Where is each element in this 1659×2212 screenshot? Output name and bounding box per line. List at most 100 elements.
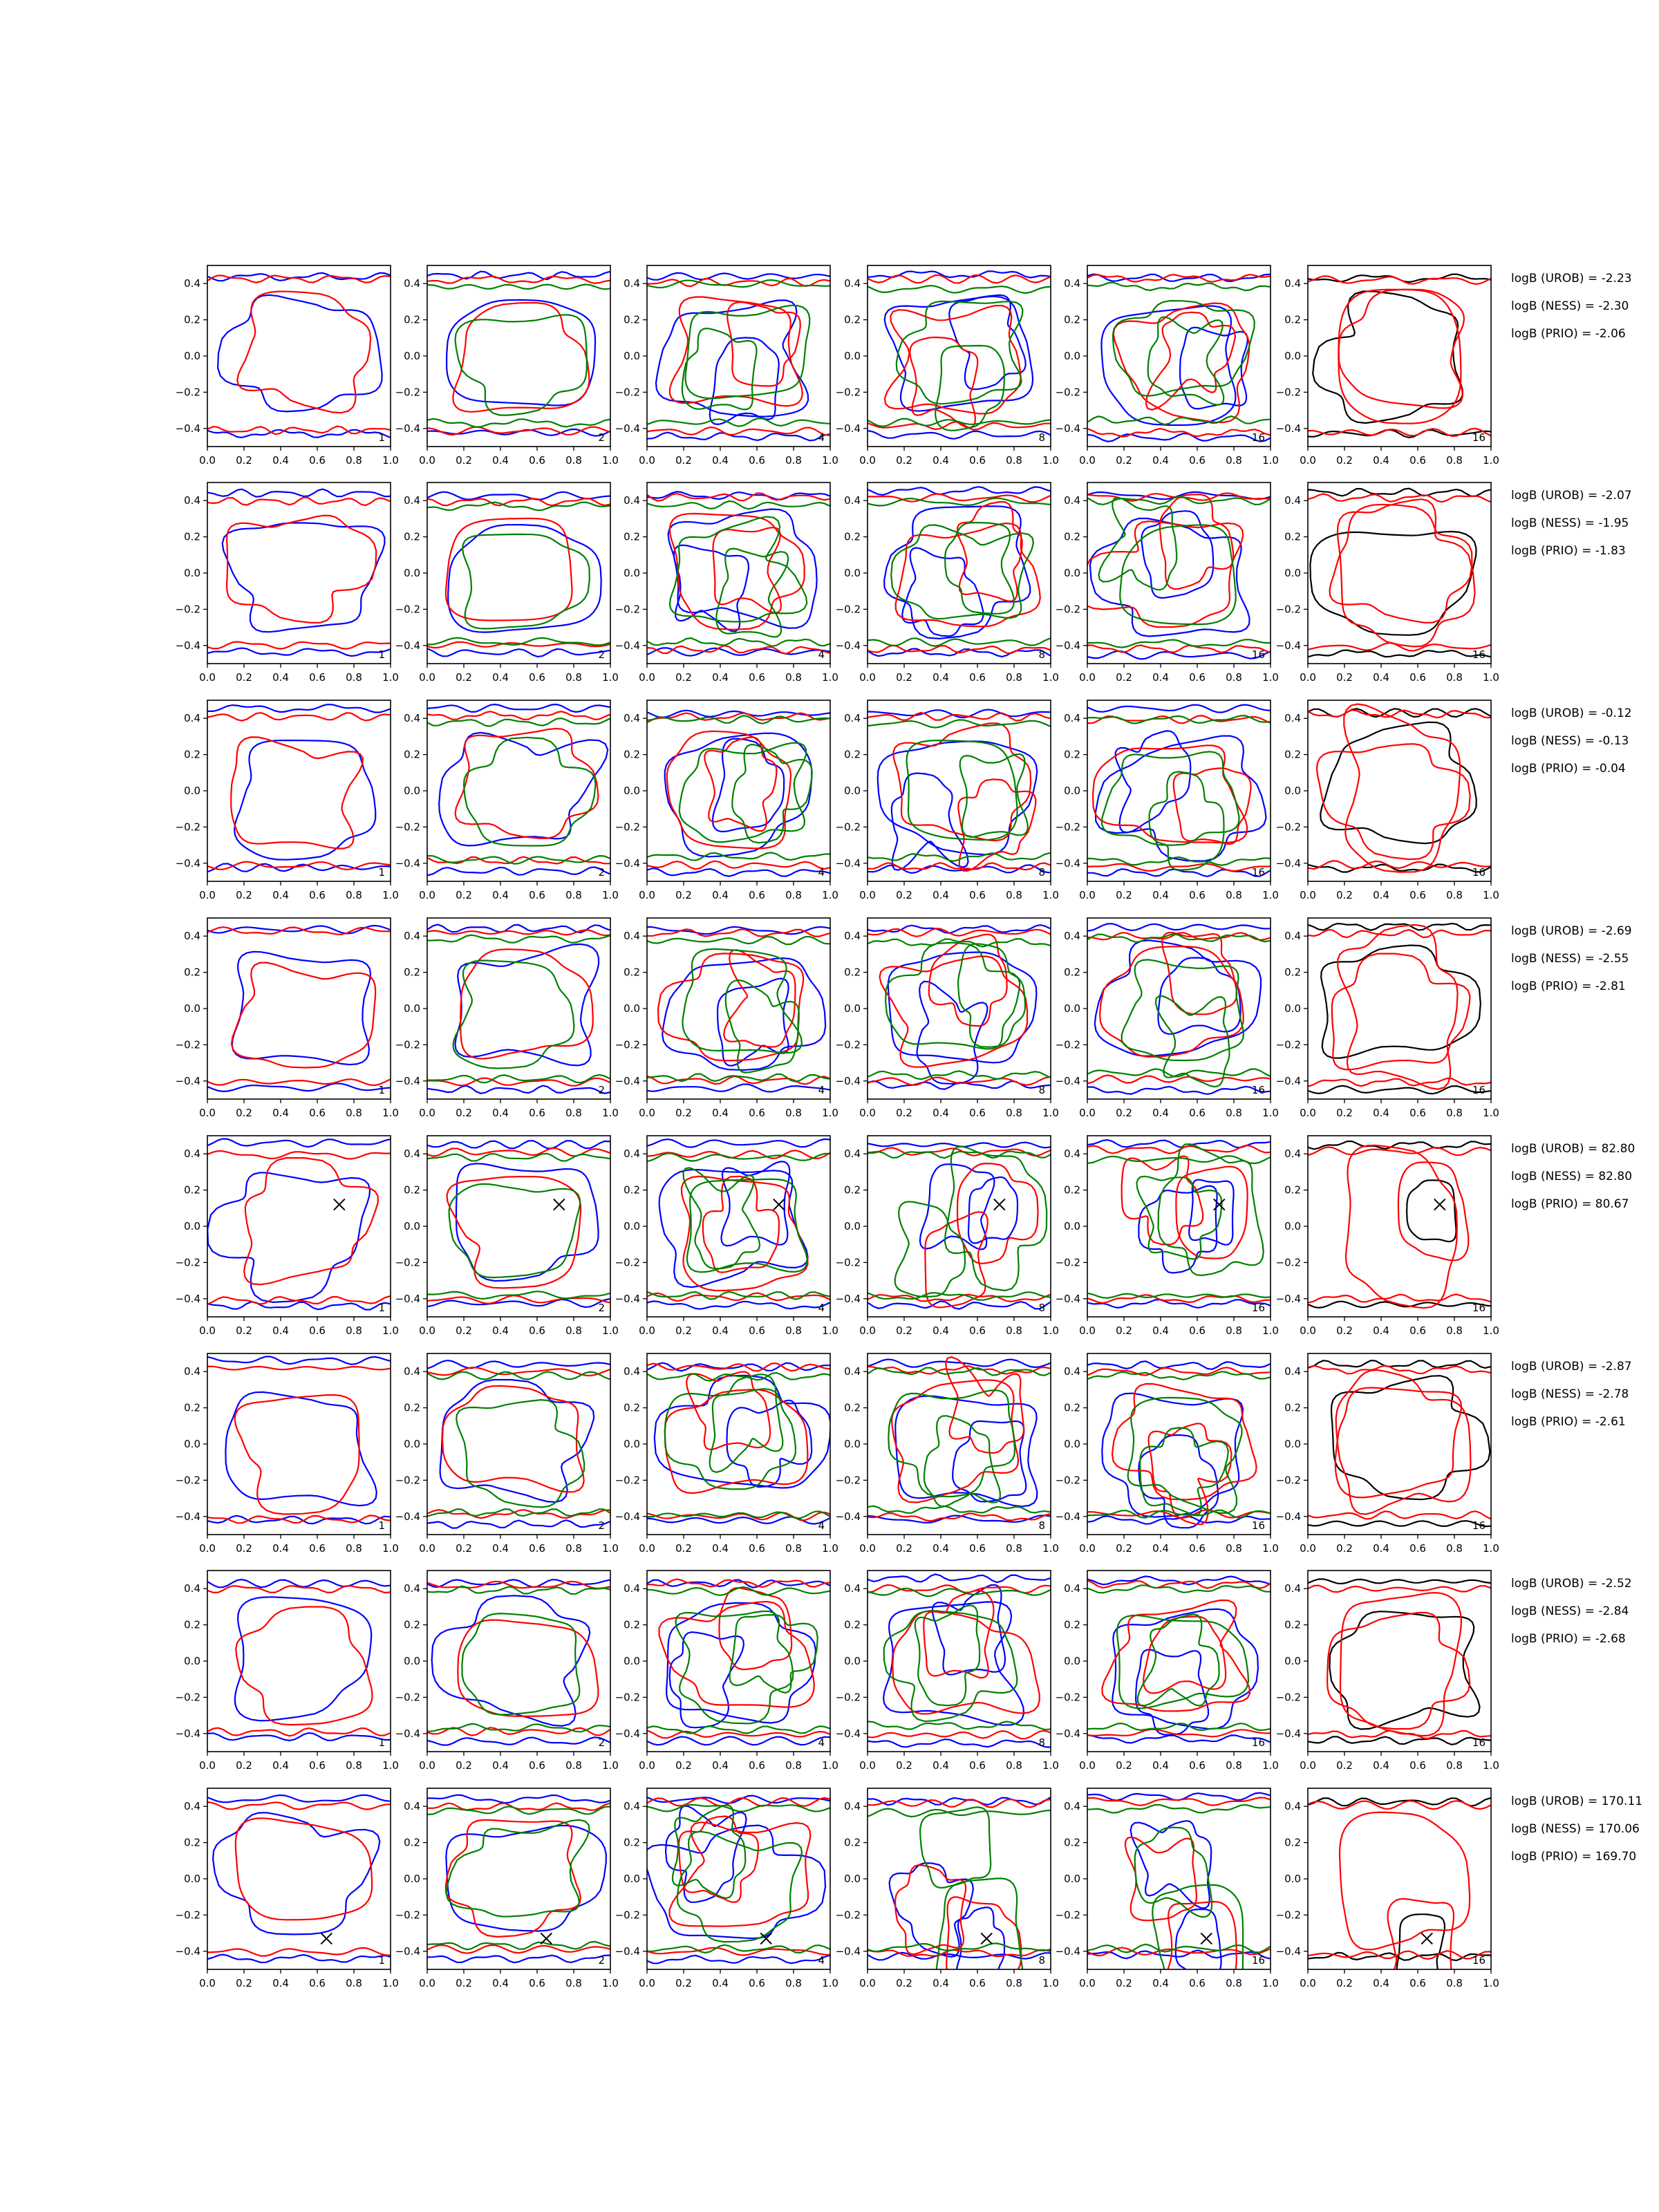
panel-number-label: 4: [818, 648, 825, 661]
contour-loop: [883, 505, 1031, 640]
contour-loop-inner: [1339, 1592, 1463, 1737]
x-tick-label: 0.8: [1446, 1759, 1463, 1772]
contour-band-top: [427, 1147, 610, 1157]
contour-band-top: [1087, 1144, 1271, 1154]
y-tick-label: −0.2: [176, 1474, 200, 1486]
x-tick-label: 0.2: [1116, 1977, 1132, 1989]
y-tick-label: 0.2: [1284, 531, 1301, 543]
contour-band-top: [1087, 932, 1271, 944]
contour-band-top: [1087, 1803, 1271, 1814]
contour-band-bottom: [1087, 1299, 1271, 1309]
contour-loop: [446, 1176, 582, 1289]
panel-r7-c2: 0.0 0.2 0.4 0.6 0.8 1.0 0.4 0.2 0.0 −0.2 −0.4 2: [395, 1570, 619, 1772]
panel-r7-c1: 0.0 0.2 0.4 0.6 0.8 1.0 0.4 0.2 0.0 −0.2 −0.4 1: [176, 1570, 399, 1772]
panel-number-label: 8: [1038, 1519, 1045, 1532]
y-tick-label: 0.2: [404, 1837, 420, 1849]
contour-loop: [1111, 1382, 1257, 1501]
contour-band-bottom: [1087, 1509, 1271, 1519]
contour-band-top: [207, 1138, 391, 1148]
y-tick-label: −0.2: [1276, 1691, 1301, 1703]
panel-r8-c3: 0.0 0.2 0.4 0.6 0.8 1.0 0.4 0.2 0.0 −0.2 −0.4 4: [615, 1788, 838, 1989]
x-tick-label: 0.2: [896, 1759, 912, 1772]
contour-band-top: [647, 926, 830, 935]
contour-loop: [1326, 1611, 1471, 1730]
panel-number-label: 2: [598, 866, 605, 879]
x-tick-label: 0.8: [1226, 1759, 1242, 1772]
contour-band-bottom: [427, 866, 610, 877]
x-tick-label: 0.2: [675, 454, 692, 467]
contour-loop: [225, 514, 377, 624]
contour-loop: [1098, 946, 1244, 1058]
y-tick-label: 0.0: [1284, 785, 1301, 797]
y-tick-label: 0.2: [844, 314, 861, 326]
contour-band-bottom: [868, 1942, 1051, 1953]
x-tick-label: 0.2: [456, 889, 472, 901]
y-tick-label: −0.4: [1056, 422, 1080, 435]
contour-loop: [668, 296, 803, 407]
x-tick-label: 0.8: [1446, 454, 1463, 467]
x-tick-label: 0.2: [456, 671, 472, 684]
panel-r4-c1: 0.0 0.2 0.4 0.6 0.8 1.0 0.4 0.2 0.0 −0.2 −0.4 1: [176, 917, 399, 1119]
x-tick-label: 0.8: [785, 1107, 802, 1119]
y-tick-label: −0.2: [836, 1256, 861, 1268]
panel-r3-c4: 0.0 0.2 0.4 0.6 0.8 1.0 0.4 0.2 0.0 −0.2 −0.4 8: [836, 700, 1059, 901]
contour-loop: [1309, 530, 1477, 636]
x-tick-label: 0.8: [1446, 671, 1463, 684]
contour-band-top: [427, 1152, 610, 1162]
x-tick-label: 0.6: [529, 1542, 545, 1555]
x-tick-label: 1.0: [382, 1324, 399, 1337]
y-tick-label: 0.2: [1284, 1837, 1301, 1849]
x-tick-label: 1.0: [602, 889, 619, 901]
y-tick-label: −0.2: [395, 1474, 420, 1486]
contour-band-bottom: [1087, 1068, 1271, 1078]
contour-band-top: [427, 934, 610, 944]
contour-loop-inner: [709, 1374, 784, 1473]
y-tick-label: −0.4: [176, 1075, 200, 1087]
x-tick-label: 0.0: [419, 1759, 435, 1772]
contour-band-bottom: [868, 418, 1051, 428]
y-tick-label: 0.4: [844, 1800, 861, 1812]
y-tick-label: −0.4: [1276, 422, 1301, 435]
y-tick-label: −0.4: [615, 639, 640, 652]
contour-band-bottom: [1087, 415, 1271, 426]
contour-loop: [668, 1821, 812, 1927]
contour-loop: [1330, 1375, 1491, 1501]
x-tick-label: 0.6: [1409, 1542, 1426, 1555]
panel-r7-c6: 0.0 0.2 0.4 0.6 0.8 1.0 0.4 0.2 0.0 −0.2 −0.4 16: [1276, 1570, 1499, 1772]
x-tick-label: 0.4: [1152, 1542, 1169, 1555]
x-tick-label: 0.2: [456, 1977, 472, 1989]
contour-loop: [1188, 1179, 1235, 1246]
panel-number-label: 4: [818, 1084, 825, 1096]
y-tick-label: −0.4: [176, 422, 200, 435]
y-tick-label: −0.2: [176, 821, 200, 833]
contour-band-top: [647, 928, 830, 937]
x-tick-label: 0.2: [896, 1977, 912, 1989]
y-tick-label: 0.0: [1284, 1873, 1301, 1885]
x-tick-label: 0.2: [675, 1759, 692, 1772]
y-tick-label: −0.4: [615, 857, 640, 870]
contour-lines: [868, 924, 1051, 1090]
y-tick-label: −0.4: [615, 1945, 640, 1958]
x-tick-label: 0.0: [1079, 1542, 1096, 1555]
y-tick-label: 0.0: [1064, 1655, 1080, 1667]
y-tick-label: −0.4: [395, 1510, 420, 1523]
x-tick-label: 1.0: [1042, 454, 1059, 467]
axes-frame: [1307, 265, 1492, 447]
x-tick-label: 0.6: [1409, 1977, 1426, 1989]
contour-band-top: [207, 1150, 391, 1160]
contour-loop-inner: [724, 979, 800, 1074]
y-tick-label: −0.2: [615, 1909, 640, 1921]
contour-band-bottom: [427, 1723, 610, 1733]
panel-number-label: 16: [1252, 1084, 1265, 1096]
contour-loop-inner: [916, 980, 988, 1085]
x-tick-label: 0.4: [712, 1977, 729, 1989]
contour-loop: [448, 1183, 581, 1279]
contour-band-top: [647, 500, 830, 510]
x-tick-label: 0.8: [1226, 1542, 1242, 1555]
contour-band-bottom: [427, 1295, 610, 1304]
contour-lines: [207, 1356, 391, 1525]
x-tick-label: 0.2: [675, 1977, 692, 1989]
contour-loop: [445, 1824, 608, 1932]
y-tick-label: 0.4: [184, 1582, 200, 1595]
x-tick-label: 0.8: [346, 889, 362, 901]
